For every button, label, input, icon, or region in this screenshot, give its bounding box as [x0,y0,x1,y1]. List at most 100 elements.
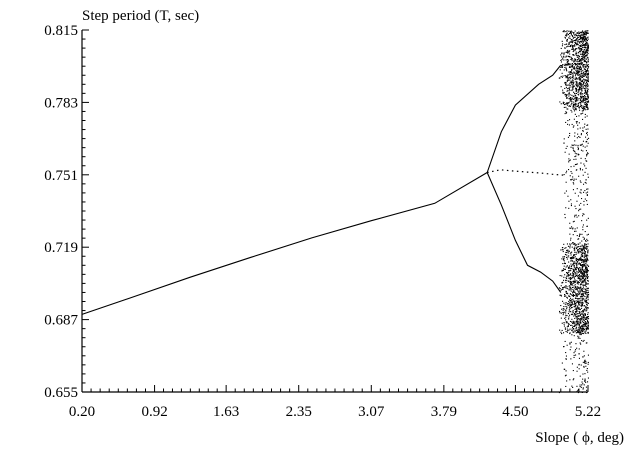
chaos-point [583,96,585,98]
chaos-point [586,83,588,85]
chaos-point [585,54,587,56]
chaos-point [568,97,570,99]
chaos-point [569,332,571,334]
chaos-point [585,271,587,273]
chaos-point [575,88,577,90]
chaos-point [573,282,575,284]
chaos-point [576,271,578,273]
chaos-point [583,200,585,202]
chaos-point [584,92,586,94]
chaos-point [583,163,585,165]
chaos-point [575,267,577,269]
chaos-point [583,237,585,239]
chaos-point [574,281,576,283]
chaos-point [586,270,588,272]
chaos-point [561,308,563,310]
chaos-point [572,287,574,289]
chaos-point [572,46,574,48]
chaos-point [573,335,575,337]
chaos-point [578,84,580,86]
chaos-point [573,281,575,283]
chaos-point [571,324,573,326]
chaos-point [575,294,577,296]
chaos-point [569,227,571,229]
chaos-point [574,132,576,134]
chaos-point [581,264,583,266]
chaos-point [575,310,577,312]
chaos-point [578,307,580,309]
chaos-point [576,68,578,70]
chaos-point [582,269,584,271]
chaos-point [586,322,588,324]
chaos-point [562,312,564,314]
chaos-point [567,103,569,105]
chaos-point [587,273,589,275]
chaos-point [574,62,576,64]
chaos-point [586,203,588,205]
chaos-point [584,68,586,70]
chaos-point [575,293,577,295]
chaos-point [577,286,579,288]
chaos-point [578,277,580,279]
chaos-point [584,55,586,57]
chaos-point [576,306,578,308]
chaos-point [586,267,588,269]
chaos-point [564,87,566,89]
chaos-point [578,321,580,323]
chaos-point [582,130,584,132]
chaos-point [584,181,586,183]
chaos-point [586,271,588,273]
chaos-point [578,282,580,284]
chaos-point [577,305,579,307]
chaos-point [579,334,581,336]
chaos-point [565,69,567,71]
chaos-point [584,64,586,66]
chaos-point [564,328,566,330]
chaos-point [569,252,571,254]
chaos-point [569,279,571,281]
chaos-point [583,365,585,367]
chaos-point [586,62,588,64]
chaos-point [579,75,581,77]
chaos-point [577,124,579,126]
chaos-point [559,294,561,296]
chaos-point [569,299,571,301]
x-tick-label: 1.63 [213,404,239,420]
chaos-point [578,315,580,317]
chaos-point [571,243,573,245]
chaos-point [565,103,567,105]
chaos-point [584,314,586,316]
chaos-point [568,64,570,66]
chaos-point [566,265,568,267]
chaos-point [568,318,570,320]
chaos-point [578,259,580,261]
chaos-point [580,162,582,164]
chaos-point [581,110,583,112]
chaos-point [572,264,574,266]
chaos-point [562,300,564,302]
chaos-point [579,87,581,89]
chaos-point [582,74,584,76]
chaos-point [573,306,575,308]
chaos-point [585,70,587,72]
chaos-point [564,113,566,115]
x-tick-label: 5.22 [575,404,601,420]
chaos-point [584,108,586,110]
chaos-point [583,328,585,330]
chaos-point [582,71,584,73]
chaos-point [576,81,578,83]
chaos-point [565,355,567,357]
chaos-point [586,46,588,48]
chaos-point [582,41,584,43]
chaos-point [562,308,564,310]
chaos-point [578,62,580,64]
chaos-point [582,245,584,247]
chaos-point [578,357,580,359]
chaos-point [579,269,581,271]
chaos-point [565,111,567,113]
chaos-point [582,282,584,284]
chaos-point [580,69,582,71]
chaos-point [574,302,576,304]
chaos-point [581,278,583,280]
chaos-point [560,54,562,56]
